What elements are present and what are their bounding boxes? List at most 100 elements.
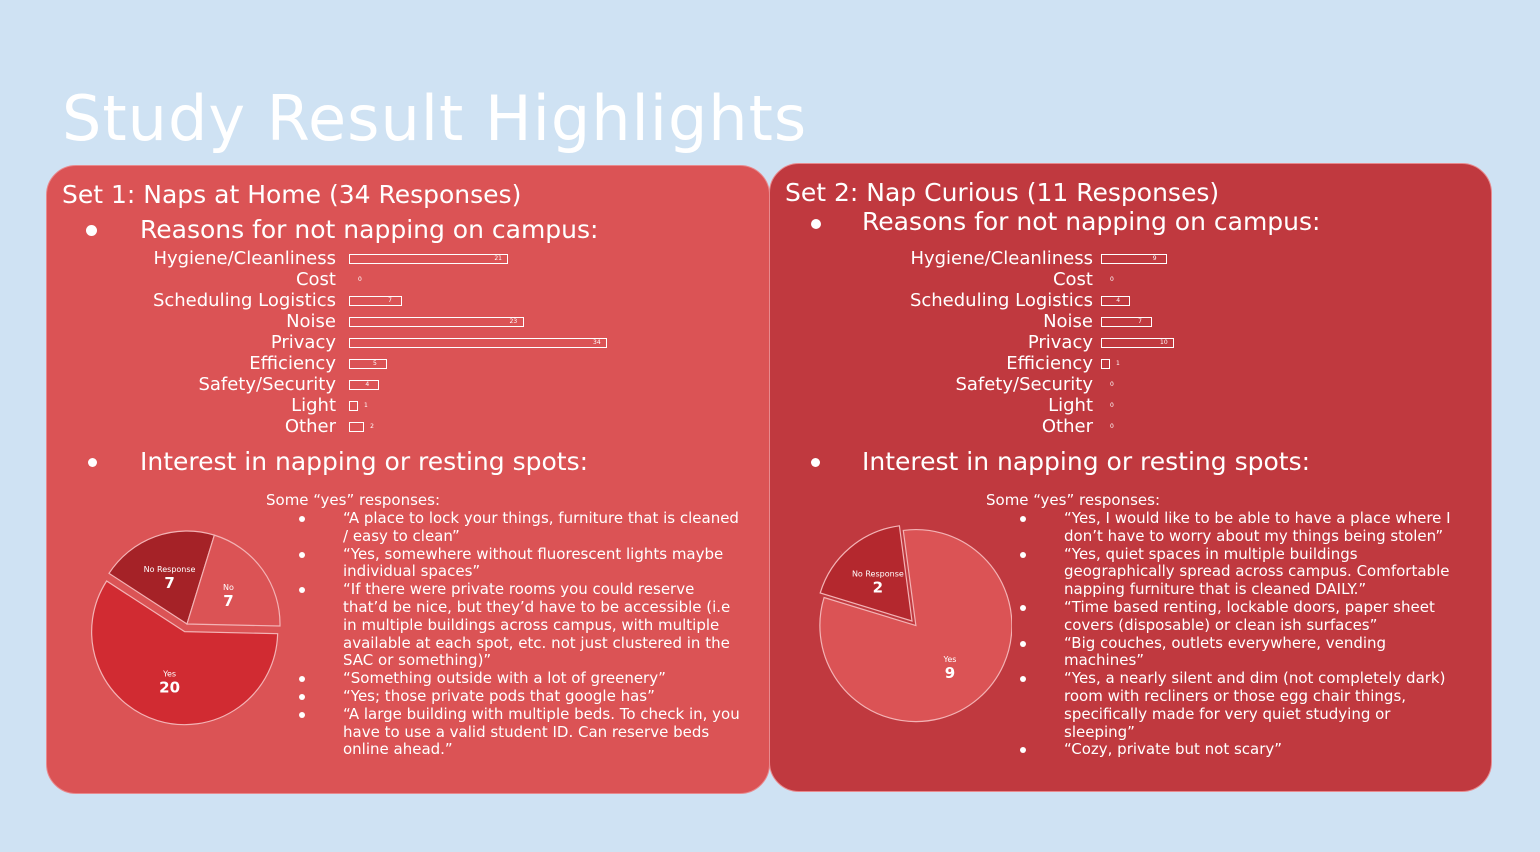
bar-row: Other 2 — [47, 416, 749, 437]
bar-category-label: Other — [284, 416, 336, 437]
bar — [349, 317, 524, 327]
response-quote: “A large building with multiple beds. To… — [299, 705, 743, 759]
bar-row: Efficiency 1 — [770, 353, 1501, 374]
slide-title: Study Result Highlights — [62, 82, 808, 155]
yes-responses-list: “A place to lock your things, furniture … — [299, 509, 743, 759]
bar-value-label: 1 — [1116, 360, 1120, 367]
response-quote: “Yes, quiet spaces in multiple buildings… — [1020, 545, 1464, 599]
bar-value-label: 4 — [1116, 297, 1121, 304]
bar — [349, 401, 358, 411]
quotes-heading: Some “yes” responses: — [986, 491, 1161, 509]
response-quote: “Big couches, outlets everywhere, vendin… — [1020, 634, 1464, 671]
response-quote: “Something outside with a lot of greener… — [299, 669, 743, 688]
reasons-heading: Reasons for not napping on campus: — [862, 207, 1321, 236]
bar-row: Light 0 — [770, 395, 1501, 416]
bar-value-label: 7 — [388, 297, 392, 304]
bar-row: Privacy 34 — [47, 332, 749, 353]
bar-value-label: 0 — [1110, 276, 1114, 283]
bar-row: Scheduling Logistics 4 — [770, 290, 1501, 311]
bar-category-label: Efficiency — [249, 353, 336, 374]
bar-row: Hygiene/Cleanliness 9 — [770, 248, 1501, 269]
bar — [1101, 317, 1153, 327]
response-quote: “Yes, a nearly silent and dim (not compl… — [1020, 669, 1464, 741]
bar-row: Privacy 10 — [770, 332, 1501, 353]
bar-category-label: Cost — [1052, 269, 1093, 290]
bar-row: Light 1 — [47, 395, 749, 416]
response-quote: “If there were private rooms you could r… — [299, 580, 743, 670]
bar-value-label: 0 — [1110, 423, 1114, 430]
bar-category-label: Scheduling Logistics — [909, 290, 1093, 311]
bar — [1101, 254, 1167, 264]
pie-slice-value: 7 — [223, 592, 233, 610]
bar-row: Scheduling Logistics 7 — [47, 290, 749, 311]
pie-slice-label: Yes — [943, 655, 957, 664]
response-quote: “Cozy, private but not scary” — [1020, 741, 1464, 759]
bar-category-label: Noise — [1043, 311, 1093, 332]
bar-row: Efficiency 5 — [47, 353, 749, 374]
pie-slice — [819, 525, 913, 622]
bar-row: Cost 0 — [47, 269, 749, 290]
pie-slice — [91, 580, 279, 726]
pie-slice-label: No Response — [144, 565, 196, 574]
panel-naps-at-home: Set 1: Naps at Home (34 Responses) Reaso… — [46, 165, 770, 794]
bar-category-label: Safety/Security — [198, 374, 336, 395]
pie-slice-value: 7 — [164, 574, 174, 592]
bar-value-label: 0 — [1110, 381, 1114, 388]
pie-slice — [186, 534, 281, 627]
response-quote: “Yes; those private pods that google has… — [299, 687, 743, 706]
bar-category-label: Light — [291, 395, 336, 416]
response-quote: “Yes, I would like to be able to have a … — [1020, 509, 1464, 546]
bar-category-label: Other — [1041, 416, 1093, 437]
bar — [1101, 296, 1131, 306]
bar-category-label: Scheduling Logistics — [152, 290, 336, 311]
bar-value-label: 7 — [1138, 318, 1142, 325]
bar — [349, 422, 365, 432]
bullet — [811, 458, 820, 467]
bullet — [86, 225, 97, 236]
bar-category-label: Hygiene/Cleanliness — [153, 248, 336, 269]
bar — [349, 359, 387, 369]
bar-category-label: Noise — [286, 311, 336, 332]
panel-heading: Set 2: Nap Curious (11 Responses) — [785, 178, 1220, 207]
pie-slice-label: No Response — [852, 570, 904, 579]
bar-row: Hygiene/Cleanliness 21 — [47, 248, 749, 269]
interest-heading: Interest in napping or resting spots: — [862, 447, 1311, 476]
pie-slice-value: 20 — [159, 679, 180, 697]
bar-value-label: 23 — [509, 318, 518, 325]
bar-row: Noise 7 — [770, 311, 1501, 332]
bar-value-label: 2 — [370, 423, 374, 430]
pie-slice-label: Yes — [162, 670, 176, 679]
bar-row: Cost 0 — [770, 269, 1501, 290]
bar-value-label: 21 — [494, 255, 502, 262]
panel-nap-curious: Set 2: Nap Curious (11 Responses) Reason… — [769, 163, 1492, 792]
bar-value-label: 0 — [358, 276, 362, 283]
bar — [349, 254, 509, 264]
bar-category-label: Hygiene/Cleanliness — [910, 248, 1093, 269]
response-quote: “Yes, somewhere without fluorescent ligh… — [299, 545, 743, 582]
bar — [349, 380, 380, 390]
pie-slice-value: 2 — [873, 579, 883, 597]
pie-slice-value: 9 — [945, 664, 955, 682]
bullet — [811, 219, 821, 229]
bullet — [88, 458, 97, 467]
bar-value-label: 1 — [364, 402, 368, 409]
bar — [1101, 338, 1174, 348]
bar — [349, 296, 403, 306]
pie-slice — [819, 529, 1012, 723]
bar-row: Other 0 — [770, 416, 1501, 437]
bar-category-label: Cost — [295, 269, 336, 290]
pie-slice — [108, 530, 216, 625]
interest-heading: Interest in napping or resting spots: — [140, 447, 589, 476]
bar-row: Noise 23 — [47, 311, 749, 332]
bar-value-label: 0 — [1110, 402, 1114, 409]
panel-heading: Set 1: Naps at Home (34 Responses) — [62, 180, 522, 209]
bar-row: Safety/Security 4 — [47, 374, 749, 395]
response-quote: “Time based renting, lockable doors, pap… — [1020, 598, 1464, 635]
bar-category-label: Efficiency — [1006, 353, 1093, 374]
reasons-heading: Reasons for not napping on campus: — [140, 215, 599, 244]
response-quote: “A place to lock your things, furniture … — [299, 509, 743, 546]
bar-category-label: Privacy — [270, 332, 336, 353]
bar-category-label: Light — [1048, 395, 1093, 416]
